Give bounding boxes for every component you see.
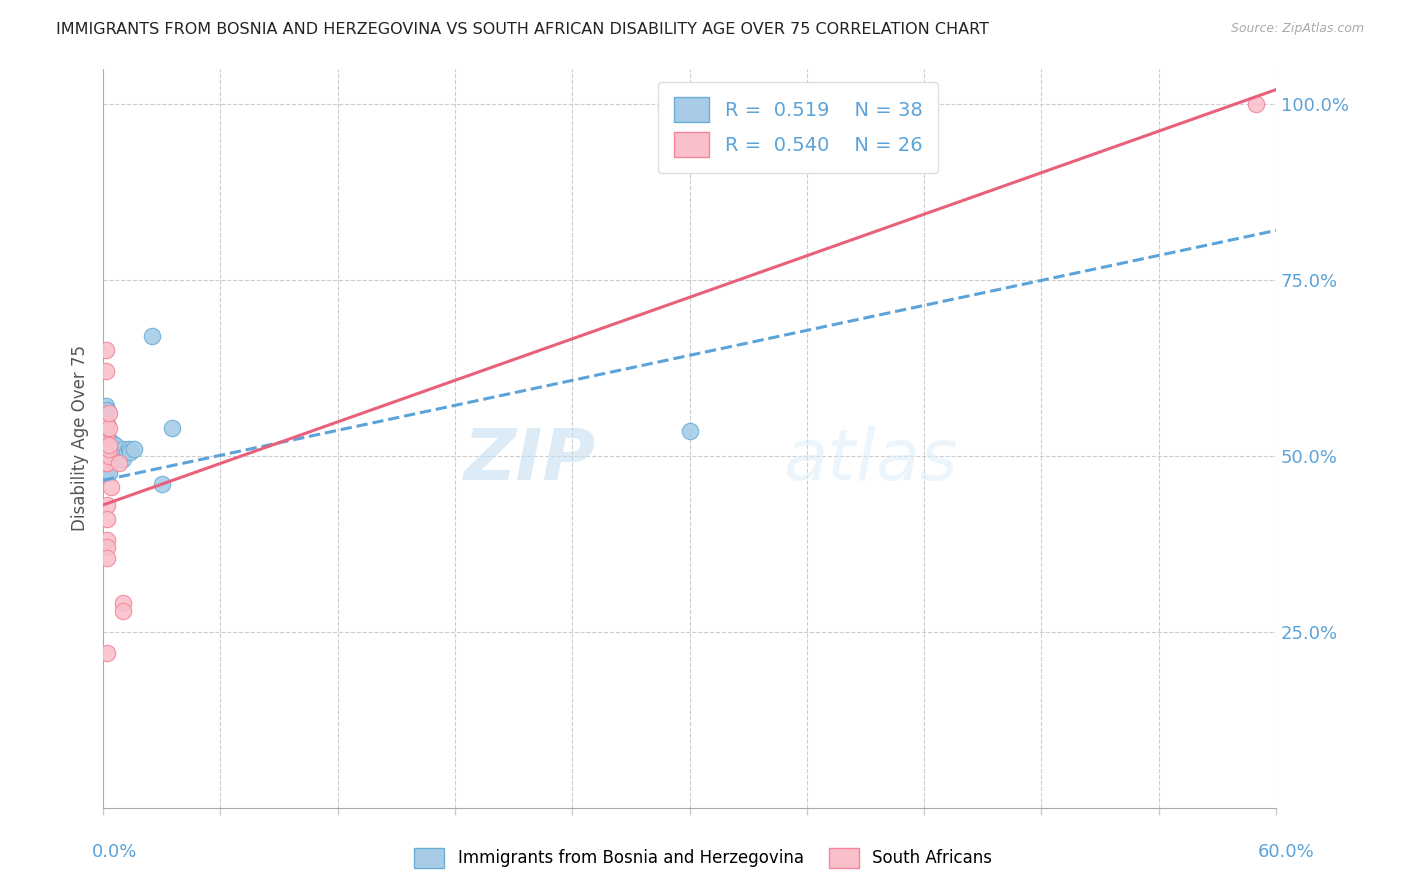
- Point: [101, 445, 124, 459]
- Point: [98, 449, 121, 463]
- Point: [94, 400, 117, 414]
- Point: [101, 442, 124, 456]
- Point: [100, 449, 122, 463]
- Text: 60.0%: 60.0%: [1258, 843, 1315, 861]
- Point: [98, 442, 121, 456]
- Point: [98, 445, 121, 459]
- Point: [100, 480, 122, 494]
- Point: [101, 438, 124, 452]
- Point: [104, 445, 127, 459]
- Point: [104, 438, 127, 452]
- Point: [111, 442, 134, 456]
- Point: [115, 445, 138, 459]
- Text: 0.0%: 0.0%: [91, 843, 136, 861]
- Point: [1246, 96, 1268, 111]
- Point: [94, 438, 117, 452]
- Point: [117, 442, 139, 456]
- Point: [141, 329, 163, 343]
- Text: IMMIGRANTS FROM BOSNIA AND HERZEGOVINA VS SOUTH AFRICAN DISABILITY AGE OVER 75 C: IMMIGRANTS FROM BOSNIA AND HERZEGOVINA V…: [56, 22, 990, 37]
- Point: [98, 434, 121, 449]
- Point: [105, 445, 128, 459]
- Point: [98, 463, 121, 477]
- Point: [678, 424, 700, 438]
- Point: [94, 420, 117, 434]
- Point: [96, 403, 118, 417]
- Point: [94, 463, 117, 477]
- Text: atlas: atlas: [783, 425, 957, 495]
- Point: [107, 456, 129, 470]
- Point: [98, 449, 121, 463]
- Point: [94, 452, 117, 467]
- Point: [94, 427, 117, 442]
- Point: [94, 456, 117, 470]
- Point: [94, 406, 117, 420]
- Point: [124, 442, 146, 456]
- Point: [96, 456, 118, 470]
- Legend: R =  0.519    N = 38, R =  0.540    N = 26: R = 0.519 N = 38, R = 0.540 N = 26: [658, 82, 938, 173]
- Point: [94, 445, 117, 459]
- Legend: Immigrants from Bosnia and Herzegovina, South Africans: Immigrants from Bosnia and Herzegovina, …: [408, 841, 998, 875]
- Point: [111, 603, 134, 617]
- Point: [94, 417, 117, 431]
- Point: [96, 550, 118, 565]
- Point: [96, 442, 118, 456]
- Point: [150, 476, 173, 491]
- Point: [96, 512, 118, 526]
- Point: [98, 438, 121, 452]
- Point: [94, 467, 117, 481]
- Point: [96, 646, 118, 660]
- Point: [94, 343, 117, 357]
- Point: [98, 442, 121, 456]
- Point: [94, 452, 117, 467]
- Point: [111, 597, 134, 611]
- Text: Source: ZipAtlas.com: Source: ZipAtlas.com: [1230, 22, 1364, 36]
- Point: [96, 540, 118, 554]
- Point: [100, 442, 122, 456]
- Point: [98, 467, 121, 481]
- Point: [98, 420, 121, 434]
- Text: ZIP: ZIP: [464, 425, 596, 495]
- Point: [105, 452, 128, 467]
- Point: [160, 420, 183, 434]
- Point: [111, 452, 134, 467]
- Point: [96, 417, 118, 431]
- Point: [96, 449, 118, 463]
- Point: [94, 445, 117, 459]
- Point: [120, 445, 142, 459]
- Point: [96, 456, 118, 470]
- Point: [96, 533, 118, 548]
- Point: [98, 406, 121, 420]
- Point: [98, 438, 121, 452]
- Point: [94, 364, 117, 378]
- Point: [96, 498, 118, 512]
- Point: [100, 434, 122, 449]
- Y-axis label: Disability Age Over 75: Disability Age Over 75: [72, 345, 89, 531]
